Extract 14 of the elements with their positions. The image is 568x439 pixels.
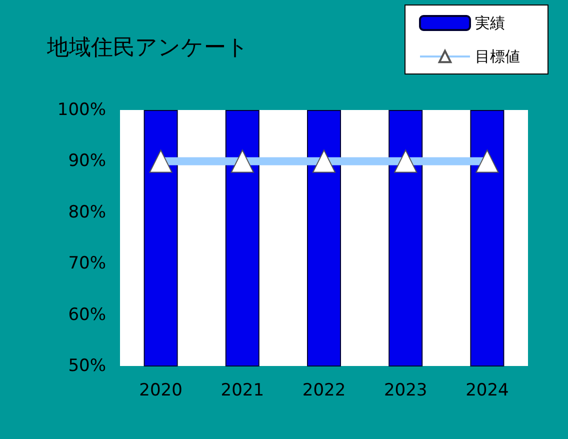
x-tick-label: 2023: [384, 380, 428, 400]
legend-label: 目標値: [475, 48, 520, 66]
y-tick-label: 70%: [68, 254, 106, 274]
y-tick-label: 100%: [57, 100, 106, 120]
y-tick-label: 60%: [68, 304, 106, 325]
y-tick-label: 90%: [68, 151, 106, 172]
x-tick-label: 2020: [139, 380, 182, 400]
x-tick-label: 2024: [466, 380, 509, 400]
legend-label: 実績: [475, 14, 505, 32]
y-tick-label: 50%: [68, 356, 106, 376]
x-tick-label: 2022: [302, 380, 346, 400]
x-tick-label: 2021: [220, 380, 264, 400]
chart-title: 地域住民アンケート: [46, 36, 249, 60]
y-tick-label: 80%: [68, 202, 106, 222]
